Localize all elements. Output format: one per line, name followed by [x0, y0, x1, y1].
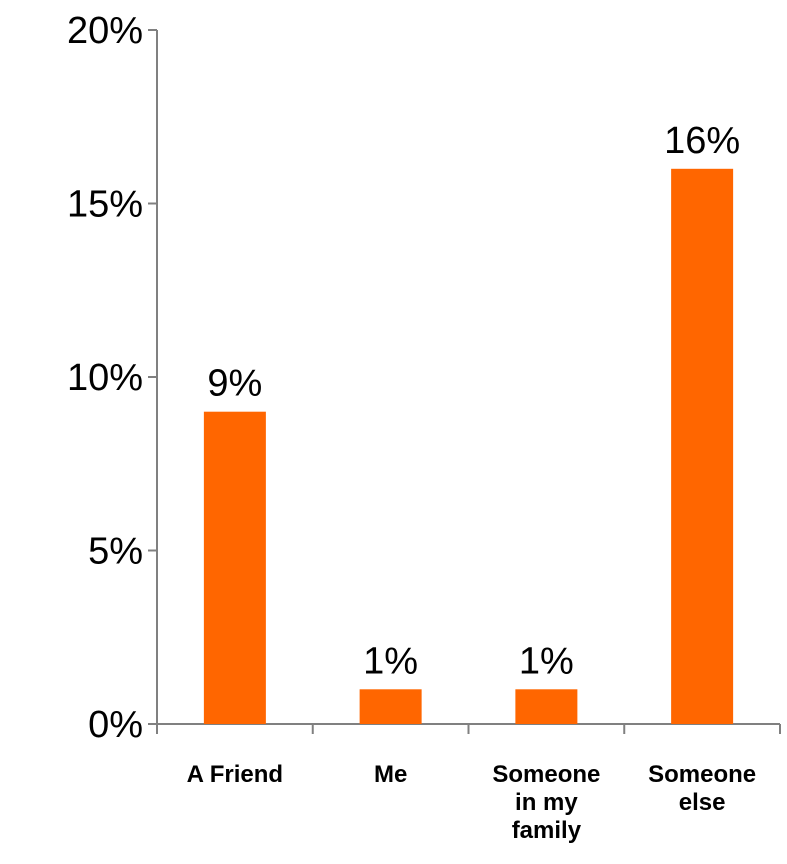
data-label: 1% [519, 640, 574, 682]
x-tick-label-line: in my [515, 789, 578, 816]
x-tick-label-line: family [512, 817, 582, 844]
bar [671, 168, 734, 725]
x-tick-label-line: Someone [492, 761, 600, 788]
bar [203, 411, 266, 724]
data-label: 9% [207, 363, 262, 405]
x-tick-label-line: else [679, 789, 726, 816]
x-tick-label: Someone else [648, 761, 756, 816]
y-tick-label: 20% [67, 10, 143, 52]
data-label: 1% [363, 640, 418, 682]
x-tick-label-line: Someone [648, 761, 756, 788]
y-tick-label: 10% [67, 357, 143, 399]
x-tick-label: Someone in my family [492, 761, 600, 844]
y-tick-label: 5% [88, 531, 143, 573]
x-tick-label-line: A Friend [187, 761, 283, 788]
bar [515, 689, 578, 724]
bar [359, 689, 422, 724]
x-tick-label: Me [374, 761, 407, 788]
x-tick-label: A Friend [187, 761, 283, 788]
y-tick-label: 15% [67, 184, 143, 226]
chart-bars [203, 168, 734, 725]
y-tick-label: 0% [88, 704, 143, 746]
data-label: 16% [664, 120, 740, 162]
x-tick-label-line: Me [374, 761, 407, 788]
